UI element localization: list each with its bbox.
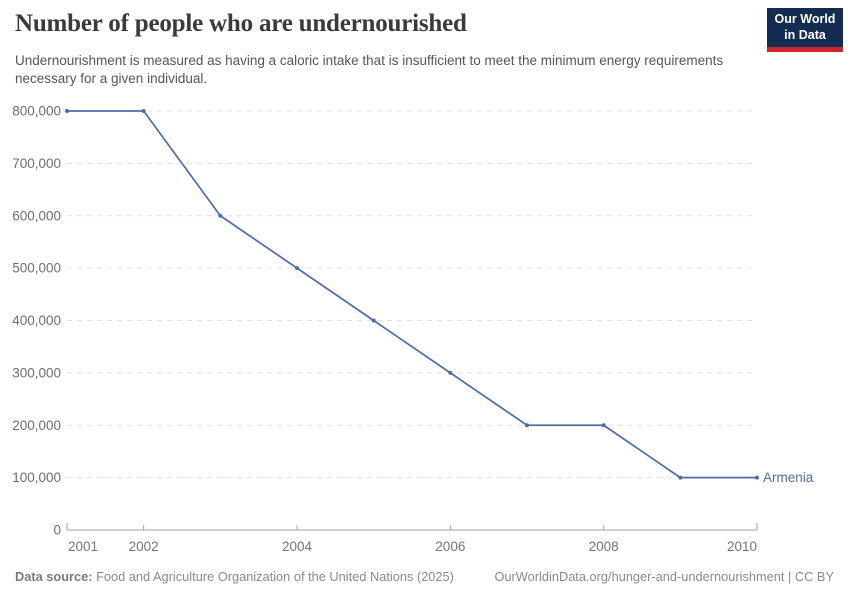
data-point[interactable] bbox=[141, 109, 146, 113]
y-axis-tick-label: 500,000 bbox=[12, 261, 61, 276]
data-point[interactable] bbox=[678, 475, 683, 480]
owid-logo: Our World in Data bbox=[767, 8, 843, 52]
data-source-label: Data source: bbox=[15, 569, 93, 584]
entity-label-armenia[interactable]: Armenia bbox=[763, 470, 814, 485]
y-axis-tick-label: 0 bbox=[53, 523, 61, 538]
data-source-text: Food and Agriculture Organization of the… bbox=[96, 569, 454, 584]
chart-subtitle: Undernourishment is measured as having a… bbox=[15, 53, 724, 86]
data-point[interactable] bbox=[371, 318, 376, 323]
y-axis-tick-label: 400,000 bbox=[12, 313, 61, 328]
data-point[interactable] bbox=[65, 109, 69, 113]
data-point[interactable] bbox=[601, 423, 606, 428]
x-axis-tick-label: 2008 bbox=[589, 539, 619, 554]
data-point[interactable] bbox=[448, 370, 453, 375]
y-axis-tick-label: 300,000 bbox=[12, 365, 61, 380]
chart-footer: Data source: Food and Agriculture Organi… bbox=[15, 569, 834, 584]
data-point[interactable] bbox=[295, 266, 299, 271]
x-axis-tick-label: 2010 bbox=[727, 539, 757, 554]
data-source: Data source: Food and Agriculture Organi… bbox=[15, 569, 454, 584]
x-axis-tick-label: 2004 bbox=[282, 539, 313, 554]
x-axis-tick-label: 2006 bbox=[435, 539, 465, 554]
data-point[interactable] bbox=[218, 213, 223, 218]
y-axis-tick-label: 700,000 bbox=[12, 156, 61, 171]
owid-logo-line1: Our World bbox=[774, 12, 836, 27]
y-axis-tick-label: 800,000 bbox=[12, 104, 61, 119]
owid-logo-line2: in Data bbox=[784, 27, 826, 42]
y-axis-tick-label: 200,000 bbox=[12, 418, 61, 433]
x-axis-tick-label: 2001 bbox=[68, 539, 98, 554]
data-line-armenia[interactable] bbox=[66, 110, 758, 479]
y-axis-tick-label: 600,000 bbox=[12, 208, 61, 223]
y-axis-tick-label: 100,000 bbox=[12, 470, 61, 485]
data-point[interactable] bbox=[755, 475, 759, 480]
x-axis-tick-label: 2002 bbox=[129, 539, 159, 554]
data-point[interactable] bbox=[525, 423, 529, 428]
credit-link[interactable]: OurWorldinData.org/hunger-and-undernouri… bbox=[494, 569, 834, 584]
page-title: Number of people who are undernourished bbox=[15, 10, 467, 37]
